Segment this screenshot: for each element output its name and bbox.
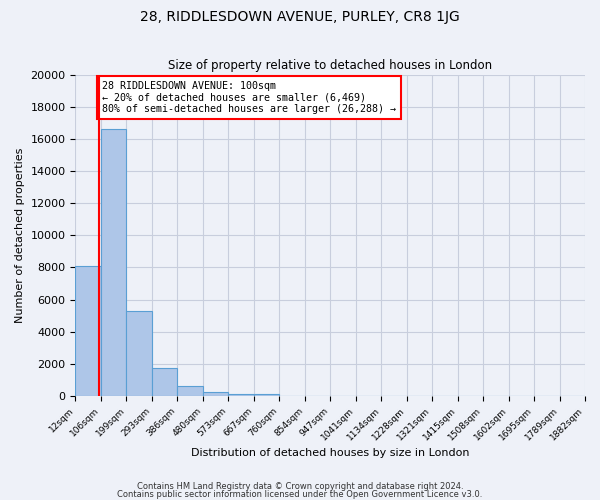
Text: 28, RIDDLESDOWN AVENUE, PURLEY, CR8 1JG: 28, RIDDLESDOWN AVENUE, PURLEY, CR8 1JG (140, 10, 460, 24)
Bar (228, 394, 254, 396)
Bar (152, 368, 178, 396)
X-axis label: Distribution of detached houses by size in London: Distribution of detached houses by size … (191, 448, 469, 458)
Title: Size of property relative to detached houses in London: Size of property relative to detached ho… (168, 59, 492, 72)
Bar (101, 129, 127, 396)
Text: 28 RIDDLESDOWN AVENUE: 100sqm
← 20% of detached houses are smaller (6,469)
80% o: 28 RIDDLESDOWN AVENUE: 100sqm ← 20% of d… (103, 81, 397, 114)
Y-axis label: Number of detached properties: Number of detached properties (15, 148, 25, 323)
Bar (76, 266, 101, 396)
Bar (127, 311, 152, 396)
Bar (254, 394, 279, 396)
Text: Contains HM Land Registry data © Crown copyright and database right 2024.: Contains HM Land Registry data © Crown c… (137, 482, 463, 491)
Bar (203, 392, 228, 396)
Text: Contains public sector information licensed under the Open Government Licence v3: Contains public sector information licen… (118, 490, 482, 499)
Bar (178, 386, 203, 396)
